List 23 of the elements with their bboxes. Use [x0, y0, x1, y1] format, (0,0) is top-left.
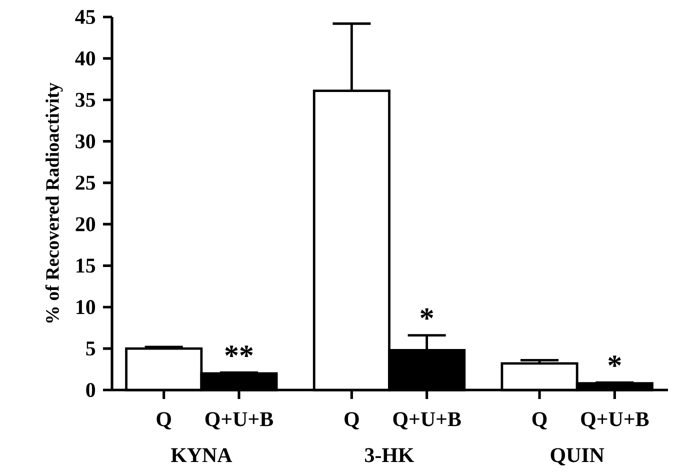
y-tick-label: 45 — [75, 10, 96, 24]
y-tick-label: 20 — [76, 217, 96, 232]
text: KYNA — [170, 448, 232, 462]
y-tick-label: 35 — [76, 92, 96, 107]
y-tick-label: 15 — [76, 258, 96, 273]
x-tick-label: Q+U+B — [205, 412, 273, 430]
y-tick-label: 5 — [86, 342, 96, 356]
y-axis-title: % of Recovered Radioactivity — [45, 82, 63, 323]
y-tick-label: 10 — [76, 300, 96, 314]
y-tick-label: 25 — [76, 176, 96, 190]
y-tick-label: 30 — [76, 134, 96, 148]
y-tick-label: 40 — [75, 51, 96, 66]
x-tick-label: Q+U+B — [581, 412, 649, 430]
x-tick-label: Q — [532, 412, 547, 430]
x-tick-label: Q+U+B — [393, 412, 461, 430]
annotation: * — [608, 356, 621, 367]
text: 3-HK — [365, 448, 414, 462]
y-tick-label: 0 — [86, 382, 96, 398]
text: QUIN — [550, 448, 604, 466]
x-tick-label: Q — [344, 412, 359, 430]
x-tick-label: Q — [156, 412, 172, 430]
annotation: * — [420, 308, 434, 320]
annotation: ** — [225, 346, 253, 357]
